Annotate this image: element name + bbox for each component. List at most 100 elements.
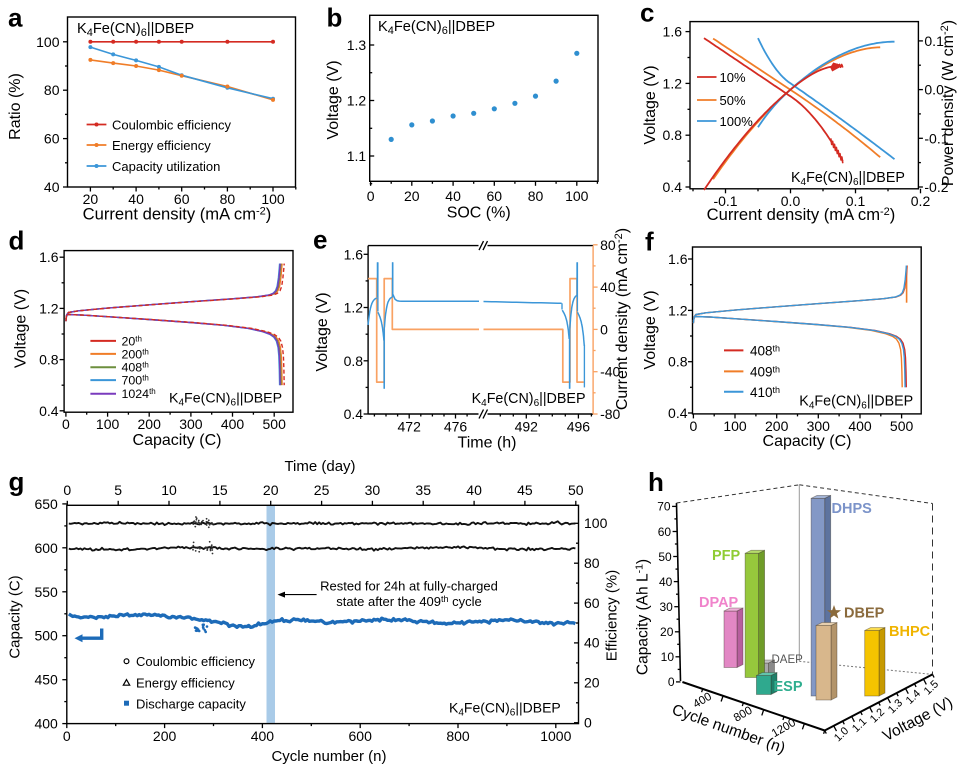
- svg-text:0: 0: [63, 482, 71, 498]
- svg-text:1.3: 1.3: [347, 37, 367, 53]
- svg-text:1000: 1000: [540, 728, 571, 744]
- svg-text:Capacity (Ah L-1): Capacity (Ah L-1): [634, 559, 652, 675]
- svg-text:5: 5: [114, 482, 122, 498]
- svg-text:DBEP: DBEP: [844, 606, 885, 622]
- svg-text:K4Fe(CN)6||DBEP: K4Fe(CN)6||DBEP: [449, 700, 561, 719]
- svg-text:PFP: PFP: [712, 548, 741, 564]
- svg-text:-0.1: -0.1: [924, 130, 948, 146]
- svg-text:f: f: [645, 227, 654, 257]
- svg-text:500: 500: [34, 628, 58, 644]
- svg-text:Capacity (C): Capacity (C): [763, 433, 852, 450]
- svg-text:408th: 408th: [122, 361, 149, 375]
- svg-text:100: 100: [96, 416, 120, 432]
- svg-text:40: 40: [659, 575, 673, 589]
- svg-text:0.8: 0.8: [39, 352, 59, 368]
- svg-text:Capacity (C): Capacity (C): [133, 432, 222, 449]
- svg-text:d: d: [9, 226, 25, 256]
- svg-text:40: 40: [600, 279, 616, 295]
- svg-text:476: 476: [444, 419, 468, 435]
- svg-text:1.6: 1.6: [344, 246, 364, 262]
- svg-text:1.1: 1.1: [347, 148, 367, 164]
- svg-text:0: 0: [668, 675, 675, 689]
- svg-text:Power density (W cm-2): Power density (W cm-2): [939, 20, 957, 186]
- svg-text:-0.2: -0.2: [924, 179, 948, 195]
- svg-text:20: 20: [263, 482, 279, 498]
- svg-text:0.8: 0.8: [344, 353, 364, 369]
- svg-text:0.4: 0.4: [344, 406, 364, 422]
- svg-text:400: 400: [251, 728, 275, 744]
- svg-text:e: e: [313, 225, 327, 255]
- svg-text:K4Fe(CN)6||DBEP: K4Fe(CN)6||DBEP: [77, 21, 194, 39]
- svg-text:1.6: 1.6: [39, 249, 59, 265]
- svg-text:Current density (mA cm-2): Current density (mA cm-2): [83, 205, 272, 224]
- svg-text:0.0: 0.0: [924, 82, 944, 98]
- svg-text:0.0: 0.0: [781, 193, 801, 209]
- svg-text:600: 600: [34, 540, 58, 556]
- svg-text:Voltage (V): Voltage (V): [325, 60, 342, 139]
- svg-text:Discharge capacity: Discharge capacity: [136, 696, 246, 711]
- svg-text:800: 800: [446, 728, 470, 744]
- svg-text:0.1: 0.1: [924, 33, 944, 49]
- svg-text:Voltage (V): Voltage (V): [13, 289, 30, 368]
- svg-text:Current density (mA cm-2): Current density (mA cm-2): [707, 205, 896, 224]
- svg-text:0.8: 0.8: [663, 127, 683, 143]
- svg-text:40: 40: [584, 635, 600, 651]
- svg-text:20: 20: [83, 191, 99, 207]
- svg-text:1024th: 1024th: [122, 387, 156, 401]
- svg-text:20: 20: [660, 625, 674, 639]
- svg-text:50: 50: [568, 482, 584, 498]
- svg-text:h: h: [648, 467, 664, 497]
- svg-text:b: b: [327, 2, 343, 32]
- svg-text:60: 60: [584, 595, 600, 611]
- svg-text:10%: 10%: [720, 70, 746, 85]
- svg-text:40: 40: [466, 482, 482, 498]
- svg-text:Voltage (V): Voltage (V): [642, 290, 659, 369]
- svg-text:200: 200: [138, 416, 162, 432]
- svg-text:100: 100: [584, 515, 608, 531]
- svg-text:K4Fe(CN)6||DBEP: K4Fe(CN)6||DBEP: [791, 170, 905, 188]
- svg-text:0: 0: [62, 416, 70, 432]
- svg-text:20: 20: [404, 188, 420, 204]
- svg-text:100: 100: [261, 191, 285, 207]
- svg-text:0: 0: [63, 728, 71, 744]
- svg-text:100: 100: [723, 418, 747, 434]
- svg-text:50: 50: [658, 550, 672, 564]
- svg-text:Time (day): Time (day): [284, 458, 355, 475]
- svg-text:1.2: 1.2: [347, 93, 367, 109]
- svg-text:450: 450: [34, 672, 58, 688]
- svg-text:K4Fe(CN)6||DBEP: K4Fe(CN)6||DBEP: [169, 391, 282, 409]
- svg-text:80: 80: [600, 237, 616, 253]
- svg-text:45: 45: [517, 482, 533, 498]
- svg-text:40: 40: [445, 188, 461, 204]
- svg-text:300: 300: [807, 418, 831, 434]
- svg-text:K4Fe(CN)6||DBEP: K4Fe(CN)6||DBEP: [799, 394, 913, 412]
- svg-text:600: 600: [349, 728, 373, 744]
- svg-text:Voltage (V): Voltage (V): [642, 65, 659, 144]
- svg-text:1.2: 1.2: [39, 300, 59, 316]
- svg-text:30: 30: [659, 600, 673, 614]
- svg-text:K4Fe(CN)6||DBEP: K4Fe(CN)6||DBEP: [472, 391, 586, 409]
- svg-text:Voltage (V): Voltage (V): [314, 292, 331, 371]
- svg-text:Rested for 24h at fully-charge: Rested for 24h at fully-charged: [320, 579, 498, 594]
- svg-text:700th: 700th: [122, 374, 149, 388]
- svg-text:200th: 200th: [122, 347, 149, 361]
- svg-text:Capacity utilization: Capacity utilization: [112, 159, 220, 174]
- svg-text:1.6: 1.6: [668, 251, 688, 267]
- svg-text:200: 200: [765, 418, 789, 434]
- svg-text:400: 400: [848, 418, 872, 434]
- svg-text:Coulombic efficiency: Coulombic efficiency: [112, 117, 231, 132]
- svg-text:Capacity (C): Capacity (C): [7, 575, 24, 658]
- svg-text:DHPS: DHPS: [832, 501, 873, 517]
- svg-text:70: 70: [657, 500, 671, 514]
- svg-text:550: 550: [34, 584, 58, 600]
- svg-text:650: 650: [34, 496, 58, 512]
- svg-text:1.2: 1.2: [663, 75, 683, 91]
- svg-text:0: 0: [690, 418, 698, 434]
- svg-text:-40: -40: [600, 364, 620, 380]
- svg-text:25: 25: [314, 482, 330, 498]
- svg-text:0.2: 0.2: [911, 193, 931, 209]
- svg-text:400: 400: [34, 716, 58, 732]
- svg-text:0.4: 0.4: [39, 403, 59, 419]
- svg-text:1.2: 1.2: [344, 300, 364, 316]
- svg-text:40: 40: [128, 191, 144, 207]
